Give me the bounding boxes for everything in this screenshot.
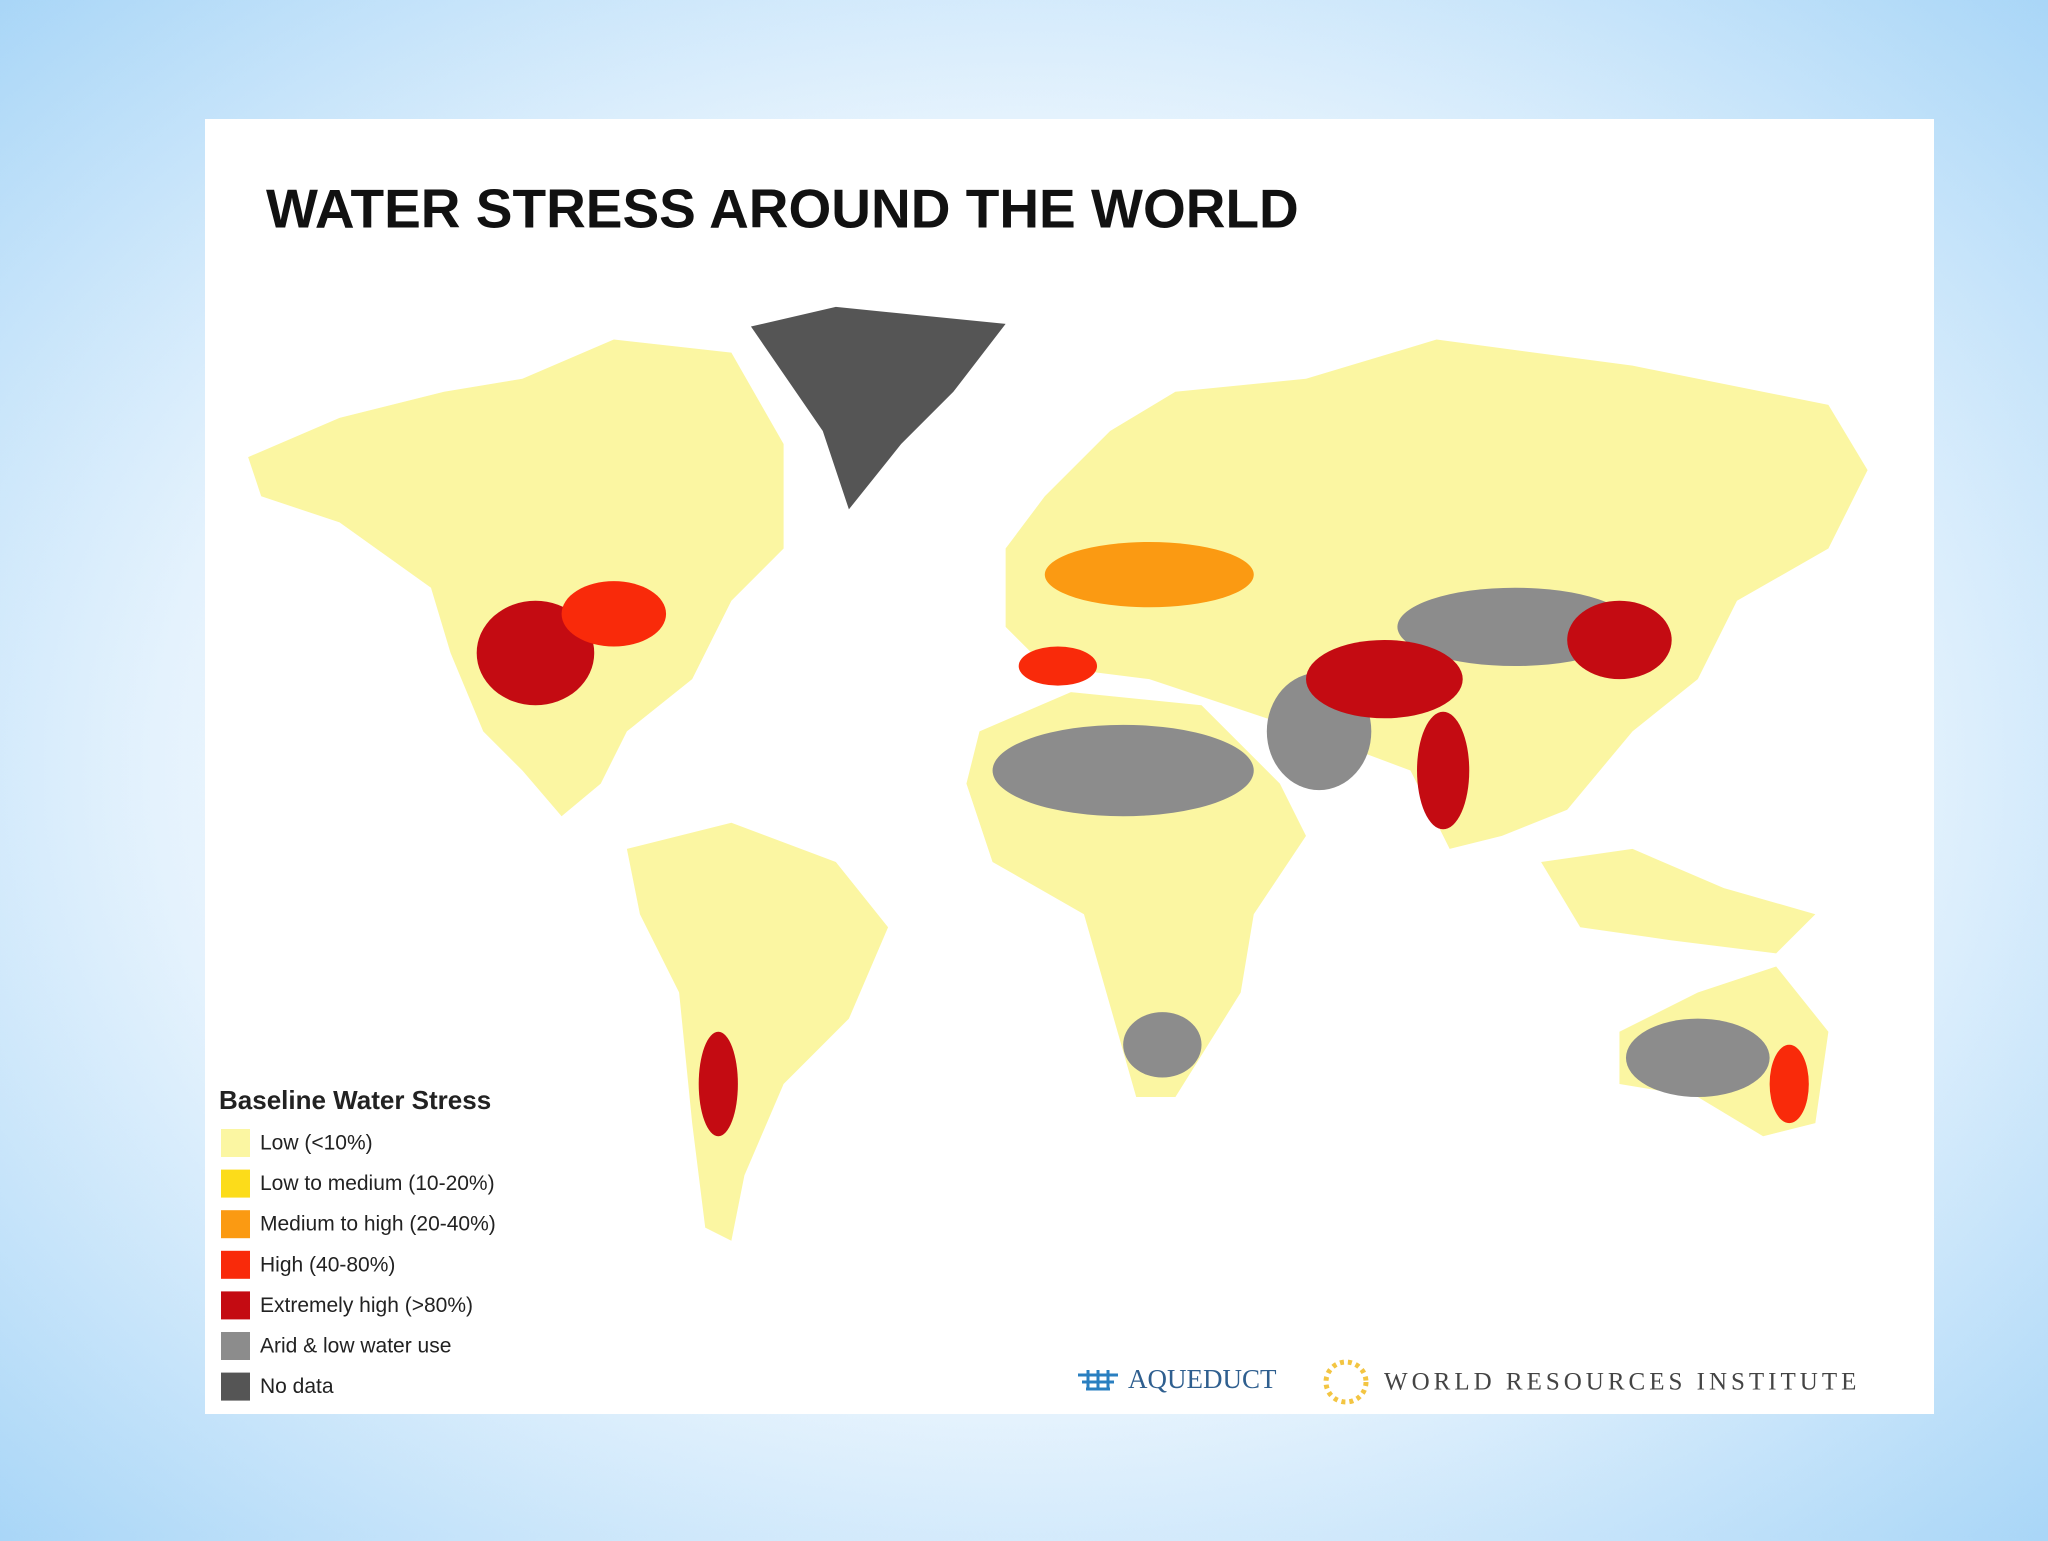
aqueduct-logo: AQUEDUCT bbox=[1078, 1364, 1277, 1394]
legend-label: Low to medium (10-20%) bbox=[260, 1172, 495, 1195]
legend-swatch bbox=[221, 1169, 250, 1198]
legend-label: Low (<10%) bbox=[260, 1132, 373, 1155]
us-west-stress bbox=[476, 600, 595, 706]
map-title: WATER STRESS AROUND THE WORLD bbox=[266, 178, 1299, 240]
legend-label: Extremely high (>80%) bbox=[260, 1294, 473, 1317]
europe-stress bbox=[1044, 541, 1254, 608]
wri-logo: WORLD RESOURCES INSTITUTE bbox=[1323, 1359, 1860, 1405]
south-america bbox=[626, 822, 889, 1241]
wri-icon bbox=[1323, 1359, 1369, 1405]
aqueduct-icon bbox=[1078, 1370, 1118, 1391]
legend-swatch bbox=[221, 1332, 250, 1360]
legend-swatch bbox=[221, 1372, 250, 1401]
arid-australia bbox=[1625, 1018, 1770, 1098]
eurasia bbox=[1005, 339, 1868, 849]
aqueduct-name: AQUEDUCT bbox=[1128, 1364, 1277, 1394]
legend-swatch bbox=[221, 1210, 250, 1239]
legend-swatch bbox=[221, 1291, 250, 1320]
north-america bbox=[248, 339, 784, 817]
legend-label: High (40-80%) bbox=[260, 1253, 395, 1276]
legend-title: Baseline Water Stress bbox=[219, 1085, 491, 1115]
southeast-asia bbox=[1541, 848, 1816, 954]
india-stress bbox=[1417, 711, 1470, 830]
greenland bbox=[750, 306, 1006, 510]
arid-sahara bbox=[992, 724, 1254, 817]
legend-label: No data bbox=[260, 1375, 334, 1398]
china-stress bbox=[1567, 600, 1672, 680]
legend-label: Arid & low water use bbox=[260, 1335, 451, 1358]
middle-east-stress bbox=[1306, 639, 1463, 719]
andes-stress bbox=[698, 1031, 738, 1137]
arid-kalahari bbox=[1123, 1012, 1202, 1078]
world-map bbox=[248, 306, 1868, 1241]
wri-name: WORLD RESOURCES INSTITUTE bbox=[1384, 1369, 1860, 1396]
legend-swatch bbox=[221, 1129, 250, 1157]
legend-swatch bbox=[221, 1250, 250, 1279]
legend-label: Medium to high (20-40%) bbox=[260, 1213, 496, 1236]
australia-east-stress bbox=[1769, 1044, 1809, 1124]
legend: Low (<10%) Low to medium (10-20%) Medium t… bbox=[221, 1129, 496, 1401]
maghreb-stress bbox=[1018, 646, 1098, 686]
us-plains-stress bbox=[561, 581, 667, 647]
